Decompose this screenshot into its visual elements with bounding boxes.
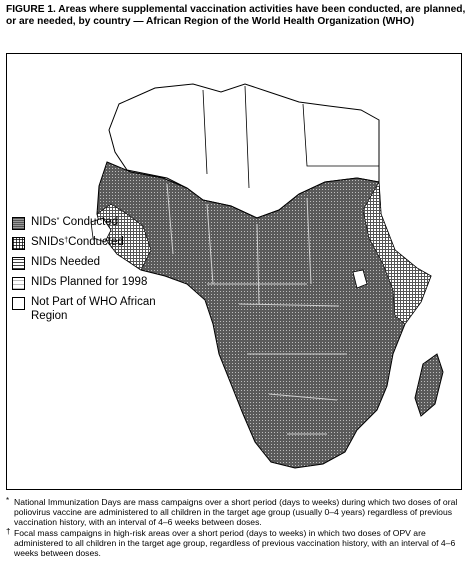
- east-coast-grid: [362, 180, 432, 325]
- africa-map: [90, 83, 444, 469]
- legend-mark-asterisk: *: [56, 217, 60, 224]
- east-africa-white: [352, 269, 368, 289]
- footnote-snids: † Focal mass campaigns in high-risk area…: [6, 527, 464, 558]
- legend-item-nids-conducted: NIDs* Conducted: [6, 215, 181, 235]
- legend-item-snids-conducted: SNIDs†Conducted: [6, 235, 181, 255]
- legend-item-nids-planned: NIDs Planned for 1998: [6, 275, 181, 295]
- swatch-dense-icon: [12, 217, 25, 230]
- footnotes: * National Immunization Days are mass ca…: [6, 496, 464, 559]
- madagascar: [414, 353, 444, 417]
- legend-label-nids-planned: NIDs Planned for 1998: [31, 276, 148, 288]
- footnote-text-snids: Focal mass campaigns in high-risk areas …: [14, 528, 456, 558]
- swatch-lines-icon: [12, 257, 25, 270]
- map-frame: [6, 53, 462, 490]
- west-coast-grid: [96, 203, 152, 271]
- swatch-grid-icon: [12, 237, 25, 250]
- legend-item-nids-needed: NIDs Needed: [6, 255, 181, 275]
- legend-label-nids-needed: NIDs Needed: [31, 256, 101, 268]
- figure-title: FIGURE 1. Areas where supplemental vacci…: [6, 4, 466, 27]
- west-africa-white: [90, 217, 112, 243]
- sub-saharan-region: [96, 161, 432, 469]
- swatch-white-icon: [12, 297, 25, 310]
- map-legend: NIDs* Conducted SNIDs†Conducted NIDs Nee…: [6, 215, 181, 329]
- footnote-mark-asterisk: *: [6, 496, 10, 505]
- footnote-nids: * National Immunization Days are mass ca…: [6, 496, 464, 527]
- legend-label-conducted: Conducted: [59, 216, 119, 228]
- legend-label-snids: SNIDs: [31, 236, 65, 248]
- legend-label-snids-conducted: Conducted: [68, 236, 124, 248]
- swatch-light-icon: [12, 277, 25, 290]
- legend-item-not-part-of-region: Not Part of WHO African Region: [6, 295, 181, 329]
- legend-label-not-part: Not Part of WHO African Region: [31, 296, 156, 322]
- legend-label-nids: NIDs: [31, 216, 57, 228]
- legend-mark-dagger: †: [64, 237, 69, 244]
- footnote-text-nids: National Immunization Days are mass camp…: [14, 497, 458, 527]
- footnote-mark-dagger: †: [6, 527, 11, 536]
